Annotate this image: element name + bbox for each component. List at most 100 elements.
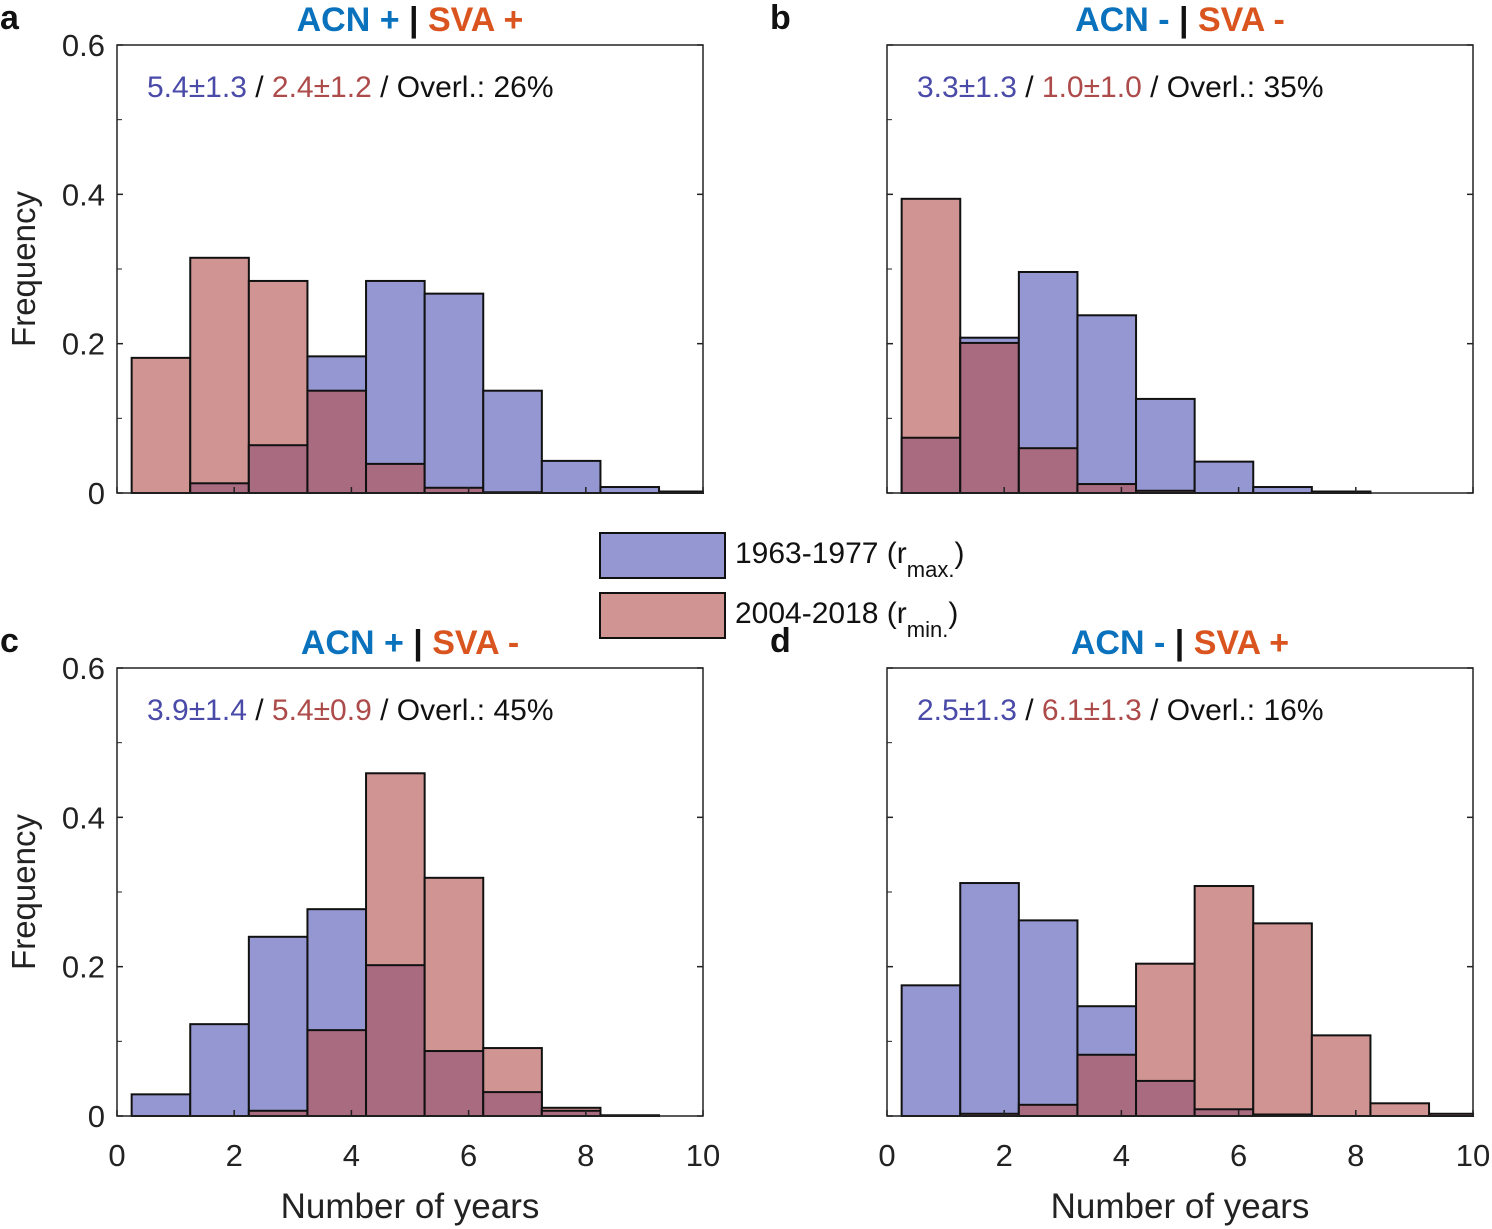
annotation-blue: 5.4±1.3 (147, 71, 247, 104)
annotation-sep1: / (1017, 71, 1042, 104)
panel-letter: b (770, 0, 791, 37)
annotation-rest: / Overl.: 45% (372, 694, 554, 727)
x-tick-label: 6 (460, 1138, 477, 1173)
stats-annotation: 5.4±1.3 / 2.4±1.2 / Overl.: 26% (147, 71, 554, 104)
stats-annotation: 2.5±1.3 / 6.1±1.3 / Overl.: 16% (917, 694, 1324, 727)
x-tick-label: 10 (686, 1138, 720, 1173)
panel-a: 0 0.2 0.4 0.6 Frequency a ACN + | SVA + 5.4±1.3… (0, 0, 704, 511)
bar-overlap (365, 462, 426, 495)
bar-1963-1977 (1076, 314, 1138, 494)
legend-label-close: ) (948, 597, 958, 630)
bar-overlap (247, 1109, 309, 1117)
title-title-sep: | (1165, 624, 1184, 662)
bar-overlap (306, 389, 368, 494)
bar-overlap (482, 1091, 543, 1118)
y-tick-label: 0.6 (62, 651, 105, 686)
title-title-right: SVA + (419, 1, 524, 39)
x-tick-label: 6 (1230, 1138, 1247, 1173)
bar-overlap (189, 482, 250, 495)
bar-1963-1977 (959, 882, 1020, 1117)
annotation-blue: 3.9±1.4 (147, 694, 247, 727)
annotation-red: 1.0±1.0 (1042, 71, 1142, 104)
y-tick-label: 0.6 (62, 28, 105, 63)
legend-swatch (599, 592, 726, 639)
x-tick-label: 8 (577, 1138, 594, 1173)
title-title-right: SVA + (1184, 624, 1289, 662)
bar-1963-1977 (130, 1093, 192, 1118)
annotation-blue: 3.3±1.3 (917, 71, 1017, 104)
panel-title: ACN - | SVA - (1075, 1, 1285, 39)
title-title-left: ACN - (1075, 1, 1169, 39)
bar-1963-1977 (423, 292, 485, 495)
x-axis-label: Number of years (1051, 1187, 1310, 1226)
bar-overlap (959, 341, 1020, 495)
x-axis-label: Number of years (281, 1187, 540, 1226)
title-title-right: SVA - (1189, 1, 1285, 39)
y-tick-label: 0.2 (62, 327, 105, 362)
title-title-sep: | (400, 1, 419, 39)
y-axis-label: Frequency (5, 814, 42, 970)
bar-2004-2018 (1252, 922, 1313, 1117)
bar-overlap (306, 1029, 368, 1117)
title-title-left: ACN + (301, 624, 404, 662)
title-title-sep: | (404, 624, 423, 662)
bar-overlap (247, 444, 309, 495)
panel-title: ACN + | SVA - (301, 624, 519, 662)
x-tick-label: 0 (878, 1138, 895, 1173)
panel-letter: a (0, 0, 20, 37)
x-tick-label: 2 (996, 1138, 1013, 1173)
bar-1963-1977 (365, 279, 426, 494)
annotation-rest: / Overl.: 35% (1142, 71, 1324, 104)
panel-title: ACN - | SVA + (1071, 624, 1289, 662)
bar-1963-1977 (1193, 460, 1255, 495)
legend-label-text: 2004-2018 (r (735, 597, 907, 630)
annotation-rest: / Overl.: 16% (1142, 694, 1324, 727)
bar-overlap (1017, 1103, 1079, 1118)
annotation-red: 2.4±1.2 (272, 71, 372, 104)
annotation-sep1: / (247, 71, 272, 104)
bar-2004-2018 (1369, 1102, 1431, 1117)
x-tick-label: 4 (1113, 1138, 1130, 1173)
bar-1963-1977 (247, 935, 309, 1117)
bar-overlap (365, 964, 426, 1117)
annotation-red: 5.4±0.9 (272, 694, 372, 727)
annotation-blue: 2.5±1.3 (917, 694, 1017, 727)
panel-c: 0 0.2 0.4 0.6 0 2 4 6 8 10 Frequency Number of year… (0, 622, 720, 1226)
x-tick-label: 0 (108, 1138, 125, 1173)
y-tick-label: 0.4 (62, 177, 105, 212)
annotation-sep1: / (247, 694, 272, 727)
panel-title: ACN + | SVA + (297, 1, 524, 39)
bar-overlap (1076, 483, 1138, 495)
title-title-sep: | (1170, 1, 1189, 39)
bar-overlap (423, 1050, 485, 1118)
panel-letter: c (0, 622, 19, 660)
bar-1963-1977 (189, 1023, 250, 1118)
legend-label-text: 1963-1977 (r (735, 537, 907, 570)
bar-2004-2018 (1310, 1034, 1372, 1117)
bar-2004-2018 (189, 256, 250, 494)
annotation-sep1: / (1017, 694, 1042, 727)
legend-label-subscript: max. (907, 557, 955, 582)
panel-d: 0 2 4 6 8 10 Number of years d ACN - | SVA + 2.5±… (770, 622, 1490, 1226)
y-tick-label: 0 (88, 476, 105, 511)
bar-1963-1977 (540, 459, 602, 495)
bar-overlap (540, 1109, 602, 1117)
annotation-red: 6.1±1.3 (1042, 694, 1142, 727)
y-tick-label: 0.2 (62, 950, 105, 985)
legend-swatch (599, 532, 726, 579)
panel-b: b ACN - | SVA - 3.3±1.3 / 1.0±1.0 / Overl.… (770, 0, 1474, 495)
title-title-left: ACN - (1071, 624, 1165, 662)
legend-label: 1963-1977 (rmax.) (735, 537, 964, 582)
bar-1963-1977 (599, 486, 661, 495)
bar-overlap (1017, 447, 1079, 495)
bar-overlap (1193, 1108, 1255, 1118)
legend-label: 2004-2018 (rmin.) (735, 597, 958, 642)
y-tick-label: 0 (88, 1099, 105, 1134)
panel-letter: d (770, 622, 791, 660)
x-tick-label: 2 (226, 1138, 243, 1173)
bar-overlap (1076, 1053, 1138, 1117)
bar-1963-1977 (1252, 486, 1313, 495)
x-tick-label: 8 (1347, 1138, 1364, 1173)
bar-1963-1977 (1135, 397, 1196, 495)
